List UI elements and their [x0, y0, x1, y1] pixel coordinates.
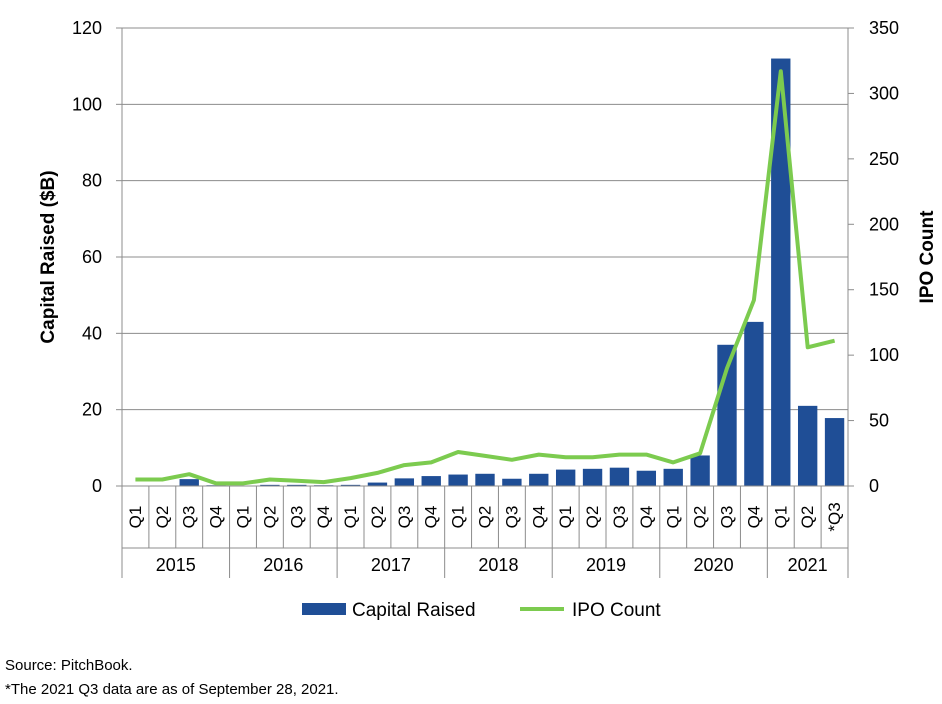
bar [394, 478, 415, 486]
x-tick-label: Q2 [583, 506, 602, 529]
year-label: 2021 [788, 555, 828, 575]
y-right-tick-label: 150 [869, 280, 899, 300]
bar [260, 484, 280, 486]
legend-label-capital-raised: Capital Raised [352, 600, 476, 621]
bar [771, 58, 791, 487]
bar [475, 473, 495, 486]
x-tick-label: Q3 [502, 506, 521, 529]
x-tick-label: Q3 [287, 506, 306, 529]
y-right-axis-title: IPO Count [917, 210, 938, 304]
bar [367, 482, 388, 486]
year-label: 2015 [156, 555, 196, 575]
x-tick-label: Q2 [691, 506, 710, 529]
y-left-tick-label: 20 [82, 400, 102, 420]
bar [502, 478, 522, 486]
x-tick-label: Q3 [395, 506, 414, 529]
footnote: *The 2021 Q3 data are as of September 28… [5, 681, 339, 698]
bar [690, 455, 710, 486]
x-tick-label: *Q3 [825, 502, 844, 531]
x-tick-label: Q4 [744, 506, 763, 529]
x-tick-label: Q4 [314, 506, 333, 529]
y-left-tick-label: 100 [72, 94, 102, 114]
bar [609, 467, 630, 486]
x-tick-label: Q4 [422, 506, 441, 529]
y-left-tick-label: 80 [82, 171, 102, 191]
y-right-tick-label: 250 [869, 149, 899, 169]
y-left-tick-label: 40 [82, 323, 102, 343]
x-tick-label: Q1 [126, 506, 145, 529]
x-tick-label: Q2 [153, 506, 172, 529]
y-left-axis-title: Capital Raised ($B) [38, 170, 59, 343]
x-tick-label: Q2 [476, 506, 495, 529]
bar [663, 468, 683, 486]
y-left-tick-label: 60 [82, 247, 102, 267]
y-right-tick-label: 300 [869, 83, 899, 103]
x-tick-label: Q1 [556, 506, 575, 529]
x-tick-label: Q4 [207, 506, 226, 529]
bar [824, 418, 845, 486]
x-tick-label: Q1 [771, 506, 790, 529]
x-tick-label: Q4 [637, 506, 656, 529]
year-label: 2019 [586, 555, 626, 575]
x-tick-label: Q2 [260, 506, 279, 529]
x-tick-label: Q3 [718, 506, 737, 529]
legend-swatch-capital-raised [302, 603, 346, 615]
bar [179, 479, 199, 486]
x-tick-label: Q1 [341, 506, 360, 529]
x-tick-label: Q3 [180, 506, 199, 529]
bar [744, 321, 764, 486]
bar [636, 470, 657, 486]
x-tick-label: Q2 [798, 506, 817, 529]
legend-label-ipo-count: IPO Count [572, 600, 661, 621]
y-left-tick-label: 0 [92, 476, 102, 496]
year-label: 2018 [478, 555, 518, 575]
year-label: 2020 [694, 555, 734, 575]
bar [421, 476, 441, 486]
bar [340, 484, 361, 486]
y-right-tick-label: 350 [869, 18, 899, 38]
bar [287, 484, 307, 486]
x-tick-label: Q2 [368, 506, 387, 529]
y-left-tick-label: 120 [72, 18, 102, 38]
bar [797, 405, 818, 486]
bar [555, 469, 576, 486]
y-right-tick-label: 100 [869, 345, 899, 365]
year-label: 2016 [263, 555, 303, 575]
chart: 0 20 40 60 80 100 120 0 50 100 150 200 250 300 350 Q1 Q2… [38, 18, 938, 621]
x-tick-label: Q4 [529, 506, 548, 529]
x-tick-label: Q1 [234, 506, 253, 529]
bar [529, 473, 549, 486]
x-tick-label: Q1 [664, 506, 683, 529]
source-note: Source: PitchBook. [5, 657, 133, 674]
year-label: 2017 [371, 555, 411, 575]
x-tick-label: Q3 [610, 506, 629, 529]
bar [448, 474, 468, 486]
x-tick-label: Q1 [449, 506, 468, 529]
y-right-tick-label: 0 [869, 476, 879, 496]
y-right-tick-label: 200 [869, 214, 899, 234]
bar [582, 468, 603, 486]
y-right-tick-label: 50 [869, 411, 889, 431]
